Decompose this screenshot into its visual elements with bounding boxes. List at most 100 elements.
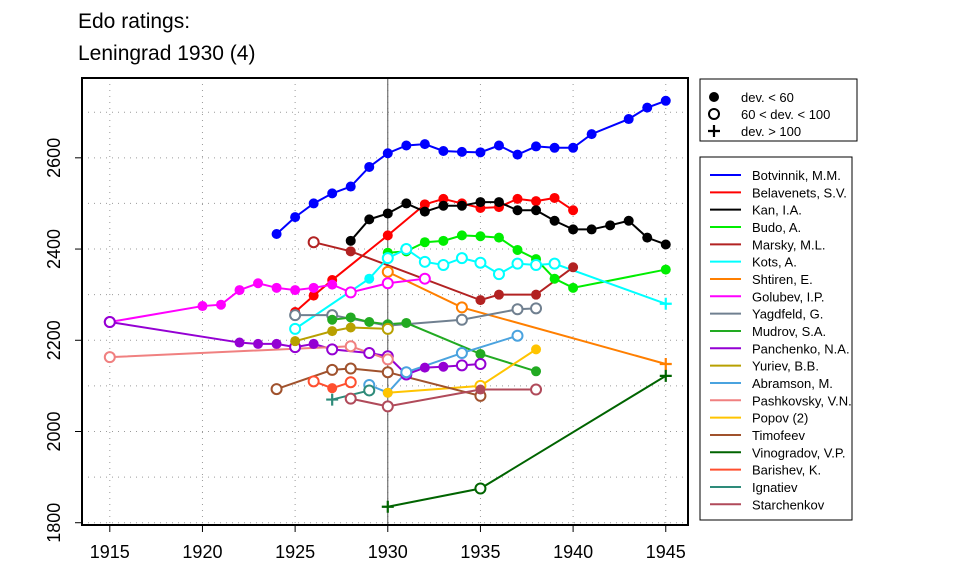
data-point-botvinnik-m-m	[531, 141, 542, 152]
data-point-budo-a	[493, 232, 504, 243]
data-point-belavenets-s-v	[549, 192, 560, 203]
data-point-botvinnik-m-m	[660, 95, 671, 106]
data-point-golubev-i-p	[344, 286, 357, 299]
data-point-timofeev	[326, 363, 339, 376]
data-point-botvinnik-m-m	[586, 129, 597, 140]
legend-label-mudrov-s-a: Mudrov, S.A.	[752, 324, 826, 339]
data-point-golubev-i-p	[234, 285, 245, 296]
data-point-starchenkov	[381, 400, 394, 413]
legend-label-yagdfeld-g: Yagdfeld, G.	[752, 307, 823, 322]
data-point-yuriev-b-b	[345, 322, 356, 333]
legend-label-shtiren-e: Shtiren, E.	[752, 272, 813, 287]
legend-label-kan-i-a: Kan, I.A.	[752, 203, 802, 218]
data-point-vinogradov-v-p	[659, 369, 672, 382]
data-point-botvinnik-m-m	[308, 198, 319, 209]
data-point-mudrov-s-a	[531, 366, 542, 377]
x-tick-label: 1935	[460, 542, 500, 562]
x-tick-label: 1940	[553, 542, 593, 562]
data-point-pashkovsky-v-n	[103, 351, 116, 364]
data-point-timofeev	[381, 366, 394, 379]
marker-legend-label: 60 < dev. < 100	[741, 107, 830, 122]
data-point-popov-2	[382, 387, 393, 398]
data-point-marsky-m-l	[475, 295, 486, 306]
legend-label-golubev-i-p: Golubev, I.P.	[752, 289, 825, 304]
data-point-golubev-i-p	[381, 277, 394, 290]
data-point-botvinnik-m-m	[456, 146, 467, 157]
legend-label-belavenets-s-v: Belavenets, S.V.	[752, 185, 847, 200]
data-point-kots-a	[364, 273, 375, 284]
data-point-kan-i-a	[364, 214, 375, 225]
chart-title-line2: Leningrad 1930 (4)	[78, 42, 256, 65]
data-point-kan-i-a	[512, 205, 523, 216]
data-point-panchenko-n-a	[253, 338, 264, 349]
data-point-kan-i-a	[623, 215, 634, 226]
y-tick-label: 2400	[44, 229, 64, 269]
data-point-barishev-k	[327, 383, 338, 394]
legend-label-kots-a: Kots, A.	[752, 255, 797, 270]
legend-label-budo-a: Budo, A.	[752, 220, 801, 235]
data-point-shtiren-e	[659, 357, 672, 370]
data-point-golubev-i-p	[308, 282, 319, 293]
data-point-marsky-m-l	[531, 289, 542, 300]
data-point-golubev-i-p	[327, 279, 338, 290]
data-point-kots-a	[418, 255, 431, 268]
data-point-abramson-m	[511, 329, 524, 342]
legend-label-panchenko-n-a: Panchenko, N.A.	[752, 341, 850, 356]
data-point-kan-i-a	[493, 197, 504, 208]
data-point-kan-i-a	[475, 197, 486, 208]
data-point-panchenko-n-a	[103, 316, 116, 329]
marker-legend-symbol-plus	[708, 125, 720, 137]
data-point-panchenko-n-a	[455, 359, 468, 372]
data-point-kan-i-a	[531, 205, 542, 216]
data-point-botvinnik-m-m	[364, 161, 375, 172]
data-point-budo-a	[419, 237, 430, 248]
data-point-yagdfeld-g	[455, 313, 468, 326]
data-point-starchenkov	[530, 383, 543, 396]
data-point-abramson-m	[455, 347, 468, 360]
data-point-panchenko-n-a	[271, 338, 282, 349]
data-point-panchenko-n-a	[363, 347, 376, 360]
data-point-botvinnik-m-m	[419, 139, 430, 150]
data-point-mudrov-s-a	[327, 314, 338, 325]
y-tick-label: 1800	[44, 503, 64, 543]
data-point-shtiren-e	[455, 301, 468, 314]
data-point-kan-i-a	[401, 198, 412, 209]
plot-frame	[81, 77, 689, 526]
data-point-kots-a	[511, 257, 524, 270]
data-point-botvinnik-m-m	[493, 140, 504, 151]
data-point-yagdfeld-g	[511, 303, 524, 316]
x-tick-label: 1930	[368, 542, 408, 562]
data-point-kan-i-a	[660, 239, 671, 250]
legend-label-starchenkov: Starchenkov	[752, 497, 825, 512]
series-line-golubev-i-p	[109, 277, 425, 324]
data-point-botvinnik-m-m	[290, 212, 301, 223]
data-point-shtiren-e	[381, 265, 394, 278]
marker-legend-box	[699, 78, 858, 142]
data-point-marsky-m-l	[307, 236, 320, 249]
data-point-kan-i-a	[456, 200, 467, 211]
data-point-vinogradov-v-p	[381, 500, 394, 513]
data-point-mudrov-s-a	[475, 348, 486, 359]
legend-label-popov-2: Popov (2)	[752, 411, 808, 426]
data-point-budo-a	[438, 235, 449, 246]
legend-label-timofeev: Timofeev	[752, 428, 805, 443]
marker-legend-label: dev. > 100	[741, 124, 801, 139]
legend-label-pashkovsky-v-n: Pashkovsky, V.N.	[752, 393, 852, 408]
data-point-yuriev-b-b	[381, 322, 394, 335]
data-point-golubev-i-p	[271, 282, 282, 293]
legend-label-abramson-m: Abramson, M.	[752, 376, 833, 391]
series-line-starchenkov	[350, 388, 537, 408]
data-point-marsky-m-l	[345, 246, 356, 257]
marker-legend-symbol-open	[708, 108, 720, 120]
x-axis: 1915 1920 1925 1930 1935 1940 1945	[90, 525, 686, 562]
data-point-belavenets-s-v	[308, 290, 319, 301]
data-point-starchenkov	[344, 392, 357, 405]
data-point-panchenko-n-a	[438, 361, 449, 372]
data-point-panchenko-n-a	[308, 338, 319, 349]
data-point-kan-i-a	[568, 224, 579, 235]
data-point-mudrov-s-a	[345, 312, 356, 323]
data-point-botvinnik-m-m	[382, 148, 393, 159]
data-point-botvinnik-m-m	[475, 147, 486, 158]
marker-legend-label: dev. < 60	[741, 90, 794, 105]
marker-legend: dev. < 60 60 < dev. < 100 dev. > 100	[699, 78, 858, 142]
